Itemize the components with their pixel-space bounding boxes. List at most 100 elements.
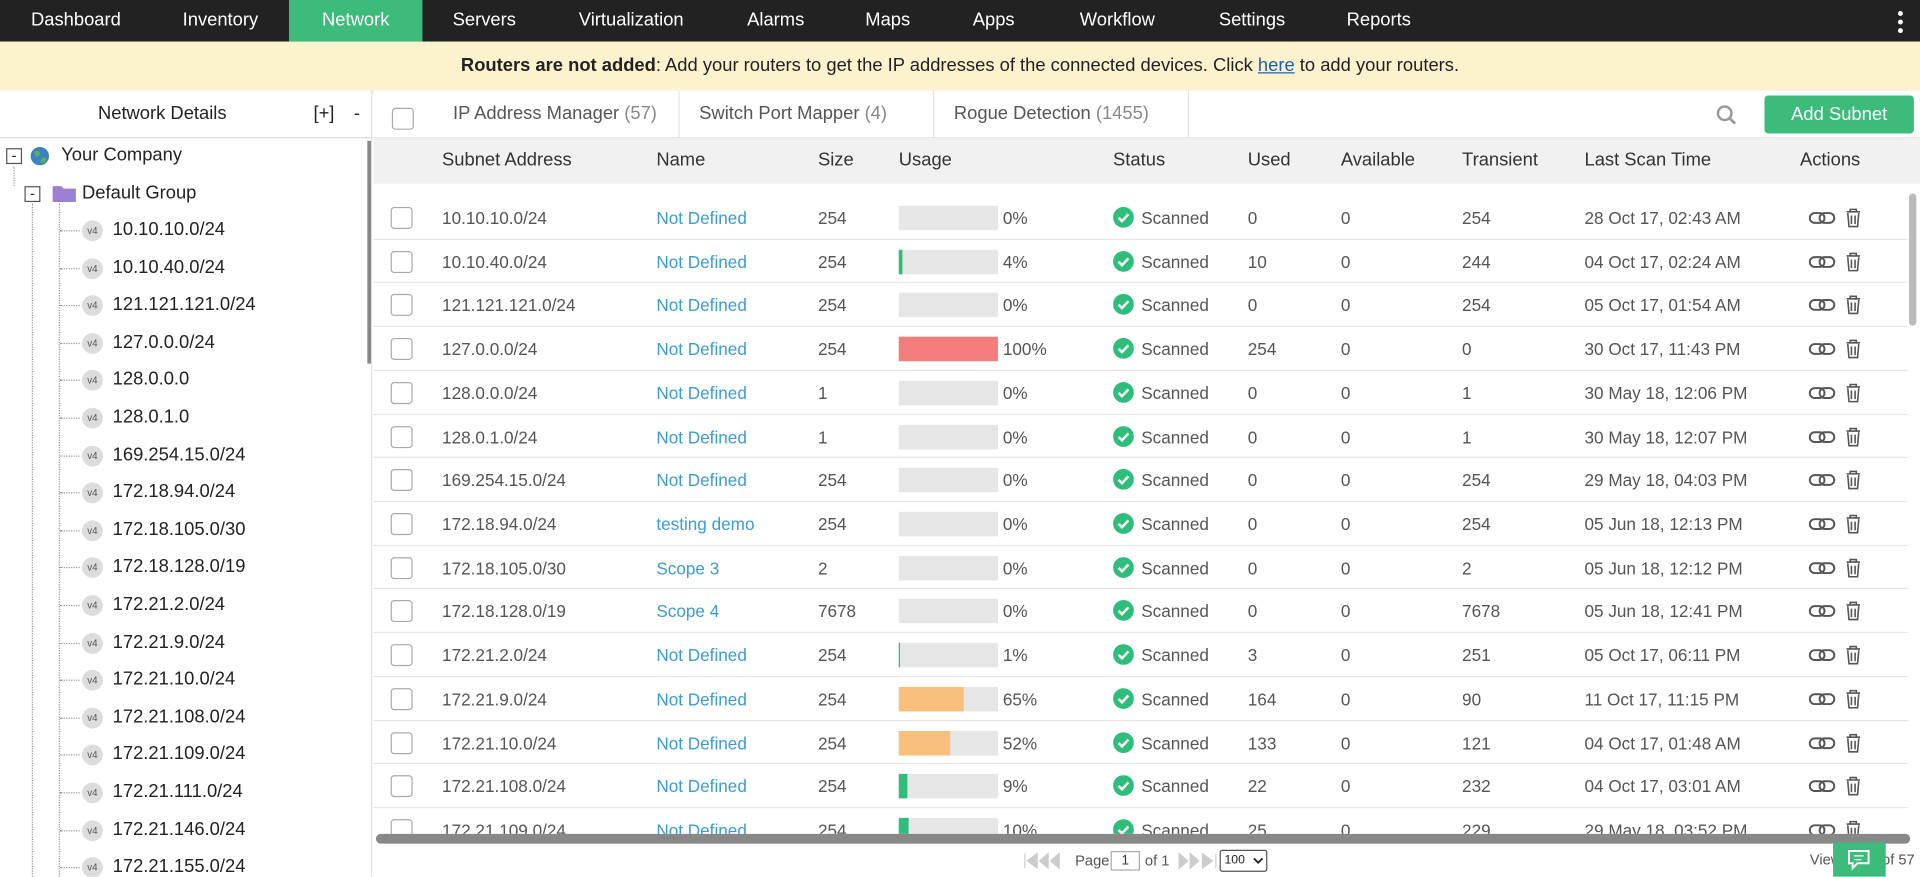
row-actions[interactable] [1808, 557, 1870, 579]
tree-group[interactable]: Default Group [82, 182, 197, 204]
nav-tab[interactable]: Reports [1346, 9, 1411, 31]
column-header[interactable]: Size [817, 149, 854, 171]
row-actions[interactable] [1808, 601, 1870, 623]
row-actions[interactable] [1808, 819, 1870, 834]
nav-tab[interactable]: Inventory [182, 9, 259, 31]
tree-subnet[interactable]: 172.21.9.0/24 [112, 631, 226, 653]
column-header[interactable]: Used [1247, 149, 1291, 171]
row-checkbox[interactable] [390, 688, 413, 711]
subnet-name-link[interactable]: Scope 3 [656, 558, 720, 578]
subnet-name-link[interactable]: Not Defined [656, 645, 747, 666]
tree-subnet[interactable]: 128.0.0.0 [112, 369, 190, 390]
row-actions[interactable] [1808, 251, 1870, 273]
nav-tab[interactable]: Servers [452, 9, 516, 31]
nav-tab[interactable]: Alarms [747, 9, 805, 31]
nav-tab[interactable]: Apps [972, 9, 1015, 31]
row-checkbox[interactable] [390, 294, 413, 317]
column-header[interactable]: Last Scan Time [1584, 149, 1712, 171]
row-checkbox[interactable] [390, 775, 413, 798]
column-header[interactable]: Usage [898, 149, 952, 171]
tree-subnet[interactable]: 172.21.108.0/24 [112, 706, 246, 728]
select-all-checkbox[interactable] [391, 107, 414, 130]
column-header[interactable]: Transient [1462, 149, 1538, 171]
subnet-name-link[interactable]: Not Defined [656, 776, 747, 797]
nav-tab[interactable]: Maps [865, 9, 911, 31]
column-header[interactable]: Status [1113, 149, 1166, 171]
subnet-name-link[interactable]: Not Defined [656, 689, 747, 709]
row-actions[interactable] [1808, 426, 1870, 448]
collapse-all[interactable]: - [353, 102, 361, 124]
row-actions[interactable] [1808, 688, 1870, 710]
row-checkbox[interactable] [390, 250, 413, 273]
more-menu[interactable] [1897, 11, 1904, 34]
nav-tab[interactable]: Settings [1218, 9, 1286, 31]
row-checkbox[interactable] [390, 731, 413, 754]
tree-subnet[interactable]: 172.21.10.0/24 [112, 668, 236, 690]
tree-subnet[interactable]: 121.121.121.0/24 [112, 294, 256, 315]
row-actions[interactable] [1808, 513, 1870, 535]
tree-subnet[interactable]: 172.21.155.0/24 [112, 856, 246, 877]
row-actions[interactable] [1808, 644, 1870, 666]
subnet-name-link[interactable]: Not Defined [656, 208, 747, 228]
first-prev-icons[interactable] [1024, 852, 1068, 870]
expand-all[interactable]: [+] [313, 102, 335, 124]
nav-tab[interactable]: Dashboard [30, 9, 121, 31]
row-checkbox[interactable] [390, 513, 413, 536]
subnet-name-link[interactable]: Not Defined [656, 383, 747, 403]
column-header[interactable]: Available [1340, 149, 1416, 171]
row-checkbox[interactable] [390, 819, 413, 834]
tree-subnet[interactable]: 172.21.2.0/24 [112, 593, 226, 615]
subnet-name-link[interactable]: Not Defined [656, 733, 747, 753]
row-checkbox[interactable] [390, 600, 413, 623]
tree-subnet[interactable]: 10.10.10.0/24 [112, 219, 226, 241]
subnet-name-link[interactable]: Scope 4 [656, 601, 720, 622]
row-actions[interactable] [1808, 732, 1870, 754]
per-page-select[interactable]: 100 [1219, 849, 1268, 872]
row-actions[interactable] [1808, 776, 1870, 798]
nav-tab[interactable]: Virtualization [578, 9, 684, 31]
row-checkbox[interactable] [390, 469, 413, 492]
tree-subnet[interactable]: 172.21.146.0/24 [112, 818, 246, 840]
row-actions[interactable] [1808, 469, 1870, 491]
tree-toggle[interactable]: - [6, 148, 23, 165]
subnet-name-link[interactable]: Not Defined [656, 295, 747, 316]
nav-tab[interactable]: Network [288, 0, 423, 42]
row-actions[interactable] [1808, 382, 1870, 404]
subnet-name-link[interactable]: Not Defined [656, 470, 747, 491]
tree-subnet[interactable]: 172.18.94.0/24 [112, 481, 236, 503]
subnet-name-link[interactable]: Not Defined [656, 426, 747, 447]
subnet-name-link[interactable]: Not Defined [656, 339, 747, 359]
row-checkbox[interactable] [390, 644, 413, 667]
column-header[interactable]: Subnet Address [442, 149, 572, 171]
row-checkbox[interactable] [390, 425, 413, 448]
row-checkbox[interactable] [390, 338, 413, 361]
row-checkbox[interactable] [390, 556, 413, 579]
chat-button[interactable] [1833, 842, 1886, 877]
row-actions[interactable] [1808, 294, 1870, 316]
tree-subnet[interactable]: 172.21.111.0/24 [112, 781, 243, 803]
column-header[interactable]: Name [656, 149, 706, 171]
next-last-icons[interactable] [1178, 852, 1220, 870]
subnet-name-link[interactable]: testing demo [656, 514, 755, 534]
tree-subnet[interactable]: 172.21.109.0/24 [112, 743, 246, 765]
subnet-name-link[interactable]: Not Defined [656, 820, 747, 834]
row-checkbox[interactable] [390, 206, 413, 229]
search-icon[interactable] [1716, 104, 1738, 126]
row-actions[interactable] [1808, 338, 1870, 360]
tab[interactable]: IP Address Manager (57) [433, 90, 680, 139]
tree-subnet[interactable]: 172.18.105.0/30 [112, 518, 246, 540]
tree-subnet[interactable]: 172.18.128.0/19 [112, 556, 246, 578]
banner-link[interactable]: here [1257, 55, 1295, 76]
tree-root[interactable]: Your Company [61, 144, 183, 166]
page-input[interactable]: 1 [1110, 851, 1141, 871]
tree-subnet[interactable]: 169.254.15.0/24 [112, 443, 246, 465]
subnet-name-link[interactable]: Not Defined [656, 251, 747, 272]
tab[interactable]: Rogue Detection (1455) [934, 90, 1189, 139]
tree-subnet[interactable]: 127.0.0.0/24 [112, 331, 215, 353]
row-checkbox[interactable] [390, 381, 413, 404]
tab[interactable]: Switch Port Mapper (4) [680, 90, 935, 139]
column-header[interactable]: Actions [1800, 149, 1861, 171]
tree-toggle[interactable]: - [24, 186, 41, 203]
nav-tab[interactable]: Workflow [1079, 9, 1155, 31]
row-actions[interactable] [1808, 207, 1870, 229]
